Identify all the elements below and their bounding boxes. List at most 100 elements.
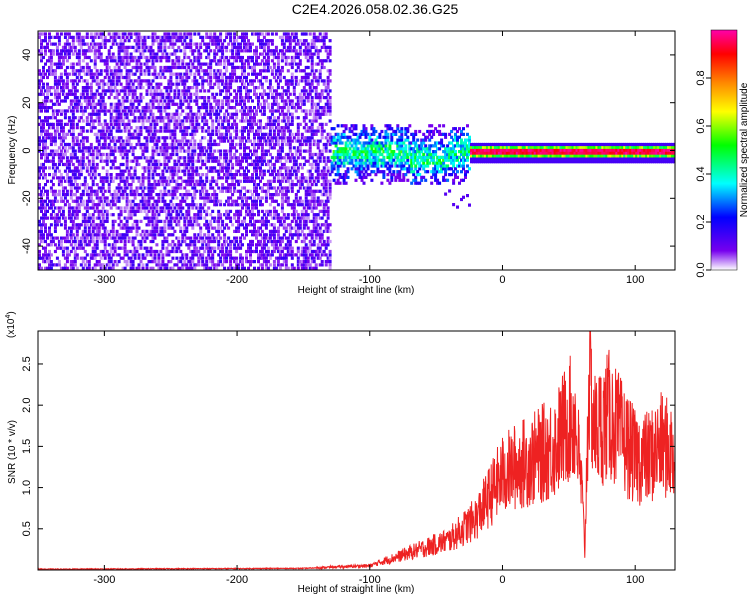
spectrogram-cell: [187, 86, 191, 90]
spectrogram-cell: [137, 142, 141, 147]
spectrogram-cell: [123, 253, 127, 257]
spectrogram-cell: [191, 266, 195, 270]
spectrogram-cell: [95, 206, 99, 210]
spectrogram-cell: [177, 213, 181, 217]
spectrogram-cell: [239, 49, 243, 53]
spectrogram-cell: [197, 216, 201, 220]
spectrogram-cell: [121, 49, 125, 53]
spectrogram-cell: [211, 260, 215, 264]
spectrogram-cell: [274, 142, 278, 147]
spectrogram-cell: [40, 166, 43, 170]
spectrogram-cell: [151, 42, 155, 46]
spectrogram-cell: [141, 229, 145, 233]
spectrogram-cell: [223, 136, 227, 140]
spectrogram-cell: [119, 256, 123, 260]
spectrogram-cell: [127, 132, 131, 136]
spectrogram-cell: [270, 126, 274, 130]
spectrogram-cell: [253, 223, 256, 227]
spectrogram-cell: [282, 162, 286, 167]
spectrogram-cell: [175, 75, 179, 80]
spectrogram-cell: [233, 119, 237, 123]
spectrogram-cell: [167, 226, 171, 230]
spectrogram-cell: [141, 183, 145, 187]
spectrogram-cell: [189, 132, 193, 136]
spectrogram-cell: [169, 223, 173, 227]
spectrogram-cell: [103, 75, 107, 80]
spectrogram-cell: [253, 233, 256, 237]
spectrogram-cell: [79, 132, 83, 136]
spectrogram-cell: [99, 69, 103, 73]
spectrogram-cell: [187, 32, 191, 36]
spectrogram-cell: [177, 96, 181, 100]
spectrogram-cell: [199, 216, 203, 220]
spectrogram-cell: [63, 179, 67, 183]
spectrogram-cell: [195, 179, 199, 183]
spectrogram-cell: [171, 239, 175, 244]
spectrogram-cell: [81, 69, 85, 73]
spectrogram-cell: [239, 152, 243, 157]
spectrogram-cell: [191, 260, 195, 264]
spectrogram-cell: [161, 179, 165, 183]
spectrogram-cell: [38, 106, 41, 110]
spectrogram-cell: [266, 213, 270, 217]
spectrogram-cell: [105, 249, 109, 254]
spectrogram-cell: [77, 39, 81, 43]
spectrogram-cell: [131, 55, 135, 60]
spectrogram-cell: [105, 196, 109, 200]
spectrogram-cell: [149, 239, 153, 244]
spectrogram-cell: [109, 92, 113, 96]
spectrogram-cell: [119, 102, 123, 106]
spectrogram-cell: [199, 139, 203, 143]
spectrogram-cell: [278, 79, 282, 83]
spectrogram-cell: [79, 193, 83, 197]
spectrogram-cell: [179, 122, 183, 126]
spectrogram-cell: [135, 109, 139, 113]
spectrogram-cell: [133, 92, 137, 96]
spectrogram-cell: [268, 186, 272, 190]
spectrogram-cell: [233, 236, 237, 240]
spectrogram-cell: [125, 216, 129, 220]
spectrogram-cell: [249, 260, 252, 264]
spectrogram-cell: [177, 89, 181, 93]
spectrogram-cell: [282, 156, 286, 160]
spectrogram-cell: [280, 199, 284, 203]
spectrogram-cell: [159, 82, 163, 86]
spectrogram-cell: [111, 42, 115, 46]
spectrogram-cell: [264, 216, 268, 220]
spectrogram-cell: [245, 112, 248, 116]
spectrogram-cell: [95, 116, 99, 120]
spectrogram-cell: [167, 55, 171, 60]
spectrogram-cell: [153, 122, 157, 126]
spectrogram-cell: [282, 75, 286, 80]
spectrogram-cell: [129, 132, 133, 136]
spectrogram-cell: [133, 236, 137, 240]
spectrogram-cell: [42, 69, 45, 73]
spectrogram-cell: [161, 146, 165, 150]
spectrogram-cell: [95, 189, 99, 193]
spectrogram-cell: [145, 146, 149, 150]
spectrogram-cell: [235, 249, 239, 254]
spectrogram-cell: [143, 62, 147, 66]
spectrogram-cell: [55, 35, 59, 39]
spectrogram-cell: [205, 266, 209, 270]
spectrogram-cell: [71, 79, 75, 83]
spectrogram-cell: [63, 55, 67, 60]
spectrogram-cell: [167, 183, 171, 187]
spectrogram-cell: [161, 119, 165, 123]
spectrogram-cell: [131, 260, 135, 264]
spectrogram-cell: [141, 122, 145, 126]
spectrogram-cell: [264, 236, 268, 240]
spectrogram-cell: [125, 52, 129, 56]
spectrogram-cell: [165, 149, 169, 153]
spectrogram-cell: [95, 89, 99, 93]
spectrogram-cell: [51, 116, 55, 120]
spectrogram-cell: [272, 193, 276, 197]
spectrogram-cell: [131, 89, 135, 93]
spectrogram-cell: [187, 206, 191, 210]
spectrogram-cell: [65, 162, 69, 167]
spectrogram-cell: [61, 236, 65, 240]
spectrogram-cell: [125, 122, 129, 126]
spectrogram-cell: [107, 136, 111, 140]
spectrogram-cell: [241, 69, 244, 73]
spectrogram-cell: [97, 226, 101, 230]
